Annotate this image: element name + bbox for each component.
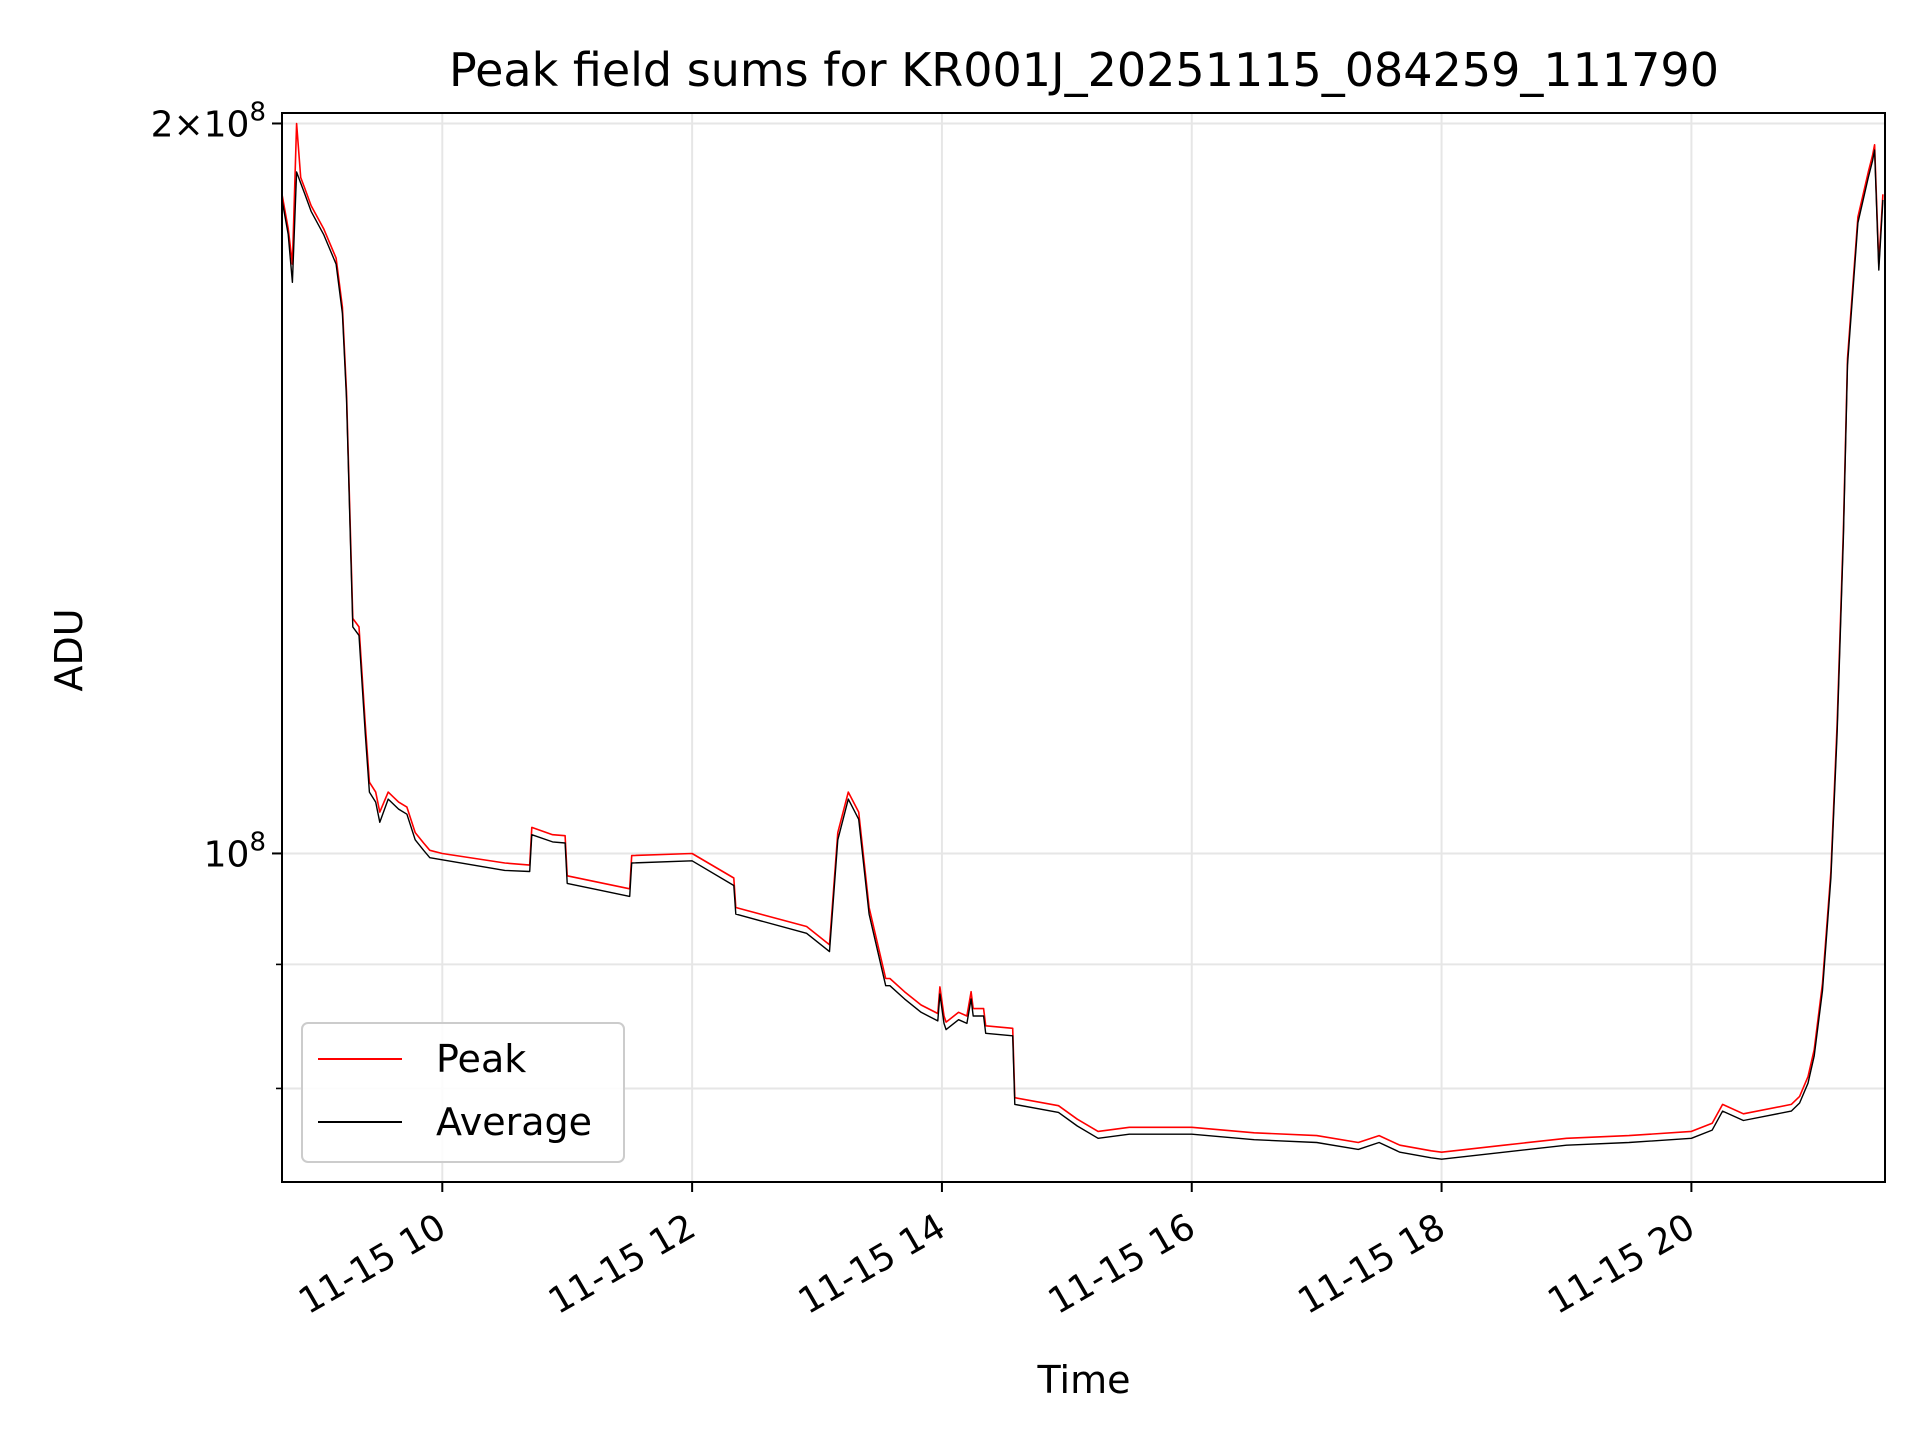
legend: Peak Average	[301, 1022, 625, 1163]
plot-frame	[281, 112, 1886, 1183]
chart-title: Peak field sums for KR001J_20251115_0842…	[449, 43, 1719, 97]
y-axis-label: ADU	[47, 608, 91, 691]
y-axis: 2×108 108	[151, 97, 282, 1090]
y-tick-label: 2×108	[151, 97, 266, 145]
grid-lines	[282, 113, 1885, 1182]
series-line-average	[281, 149, 1884, 1160]
legend-box	[301, 1022, 625, 1163]
plot-series	[281, 122, 1884, 1160]
y-tick-label: 108	[204, 827, 266, 875]
legend-label-peak: Peak	[436, 1037, 526, 1081]
x-axis-label: Time	[1037, 1358, 1131, 1402]
legend-label-average: Average	[436, 1100, 592, 1144]
